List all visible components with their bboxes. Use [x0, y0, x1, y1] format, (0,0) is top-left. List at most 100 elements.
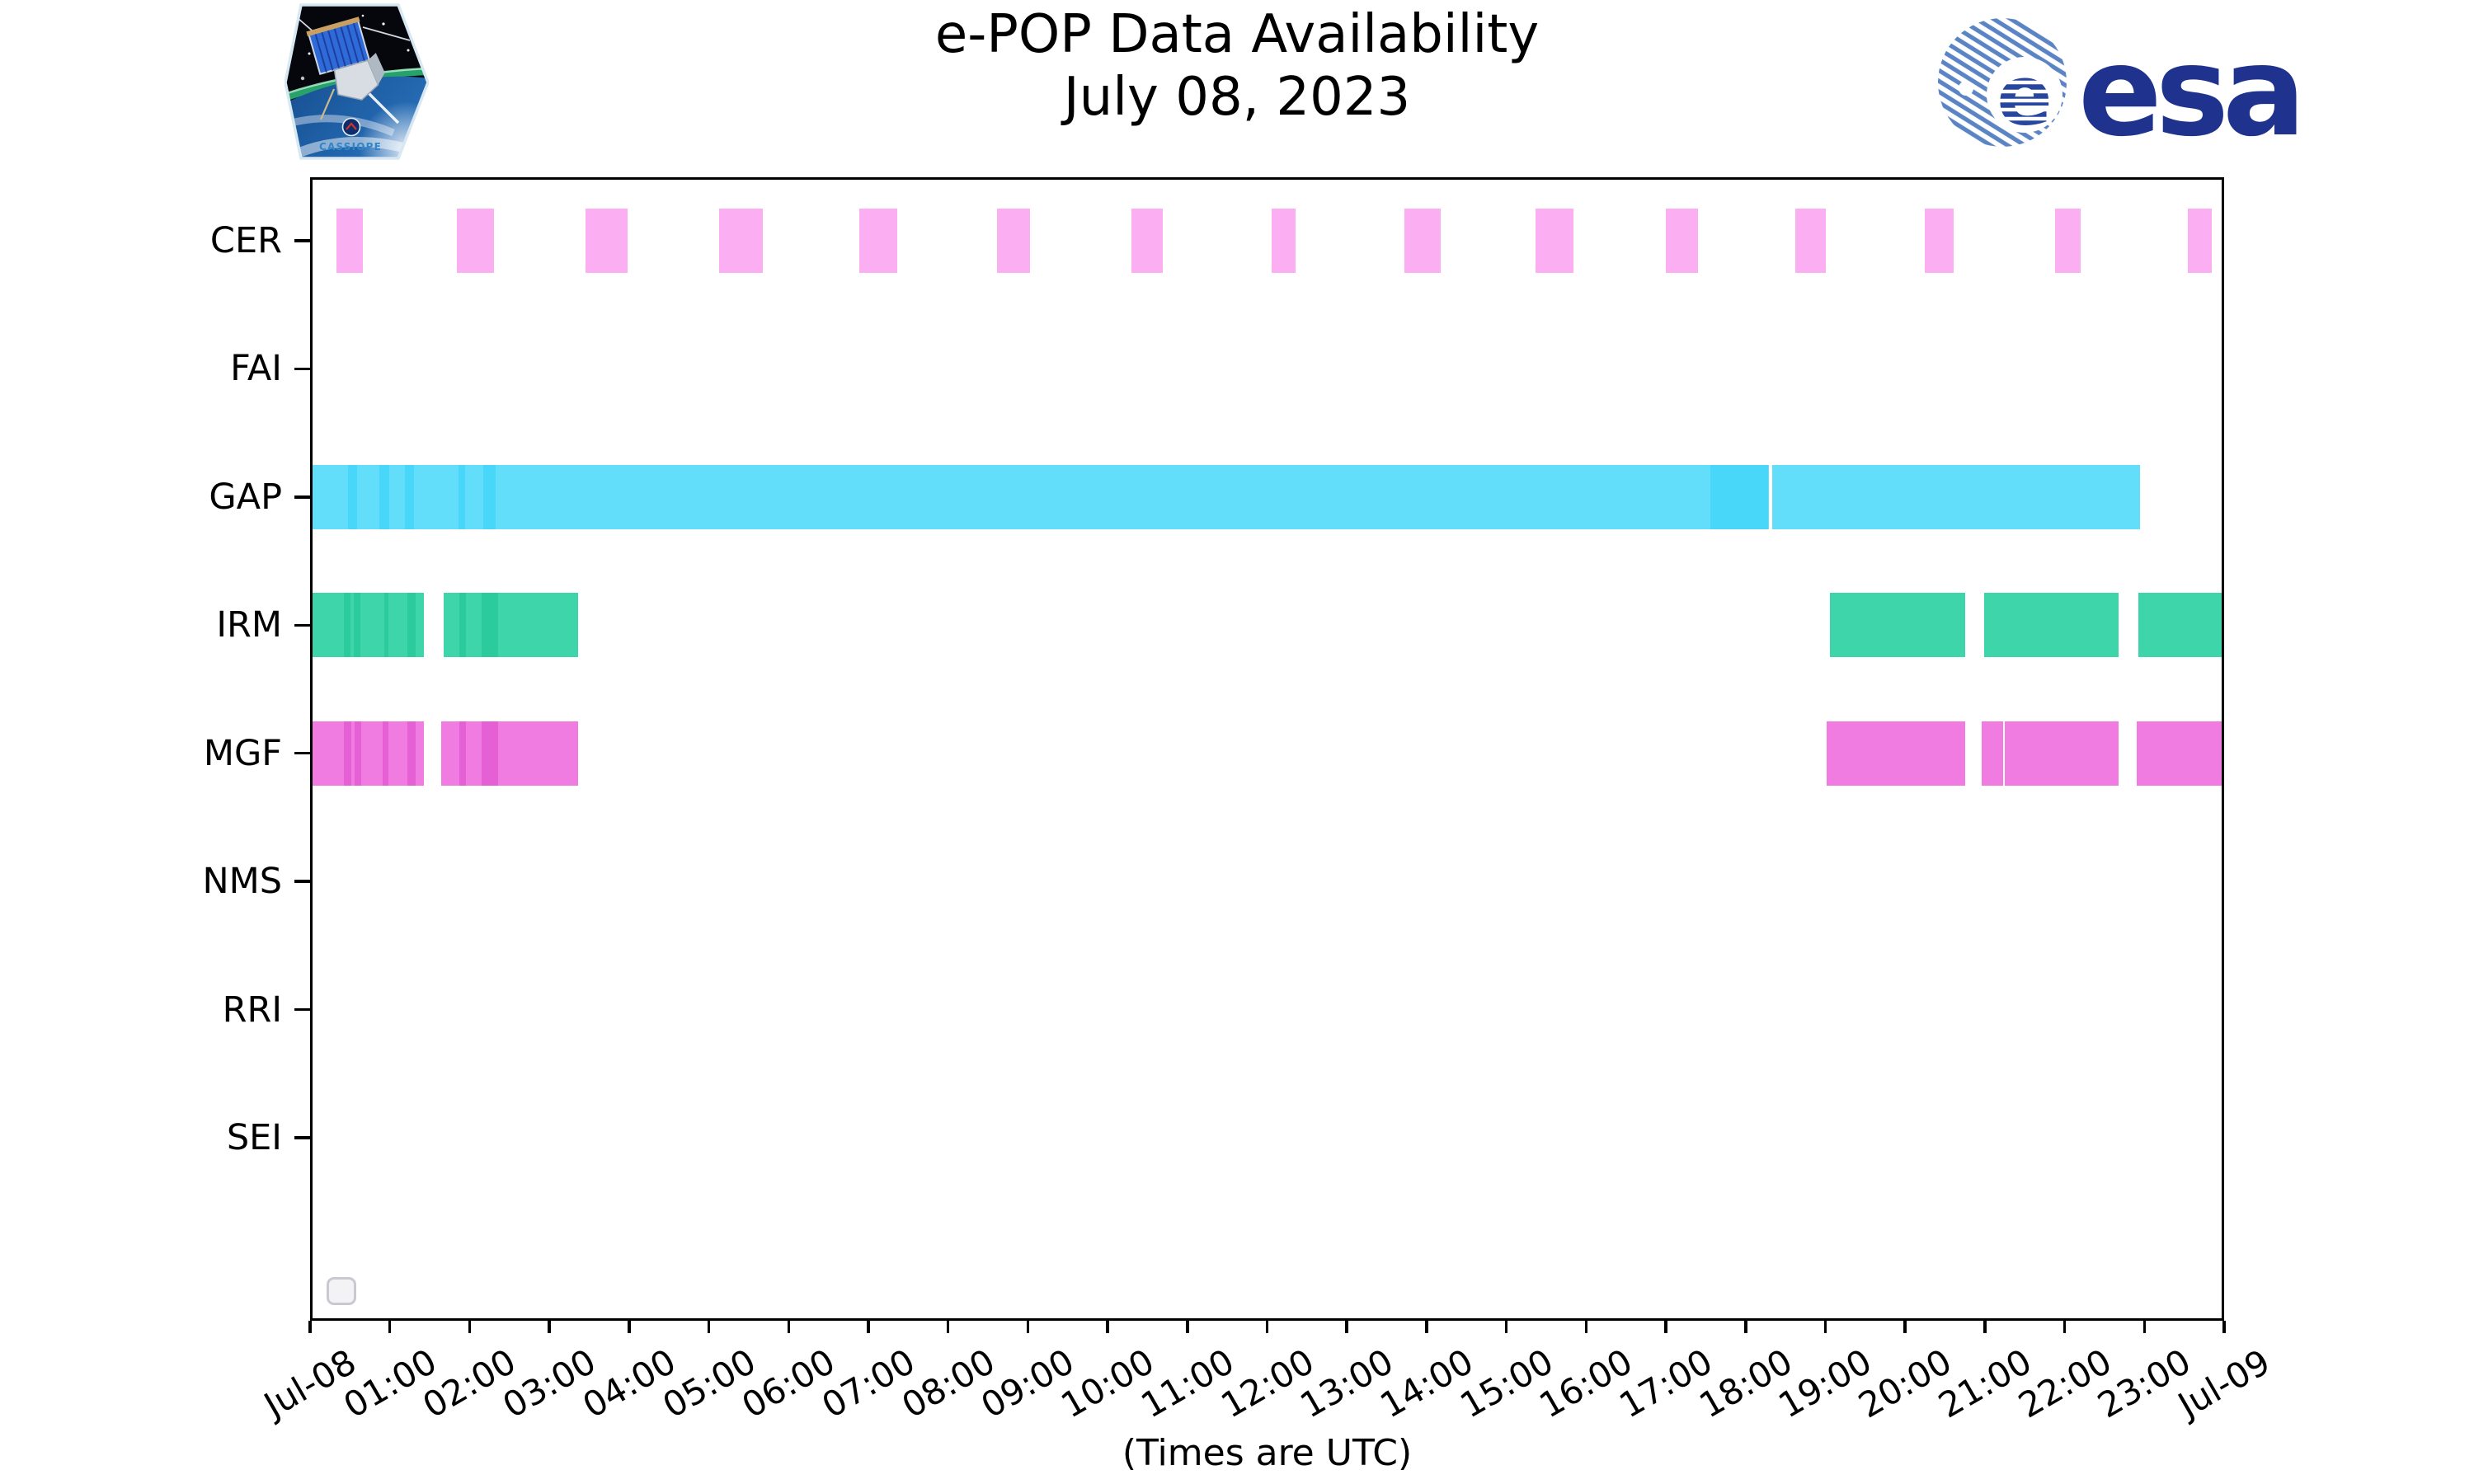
availability-bar-dark-band-mgf [355, 721, 361, 786]
availability-bar-cer [1404, 209, 1442, 273]
availability-bar-dark-band-irm [343, 593, 351, 658]
availability-bar-mgf [310, 721, 425, 786]
x-axis-tick [1345, 1321, 1348, 1333]
patch-border [285, 3, 429, 160]
availability-bar-dark-band-gap [348, 464, 358, 529]
x-axis-tick-label: 07:00 [815, 1341, 922, 1426]
esa-logo-ball: e [1938, 18, 2067, 147]
x-axis-tick [548, 1321, 551, 1333]
availability-bar-irm [443, 593, 578, 658]
y-axis-tick [294, 367, 310, 371]
x-axis-tick-label: 11:00 [1134, 1341, 1241, 1426]
availability-bar-dark-band-gap [458, 464, 465, 529]
availability-bar-dark-band-mgf [383, 721, 388, 786]
availability-bar-mgf [1827, 721, 1965, 786]
y-axis-label-fai: FAI [230, 348, 282, 390]
availability-bar-mgf [2005, 721, 2119, 786]
satellite [290, 12, 411, 124]
y-axis-label-gap: GAP [209, 476, 282, 518]
esa-ball-e-glyph: e [1997, 48, 2053, 144]
y-axis-tick [294, 623, 310, 627]
availability-bar-dark-band-gap [379, 464, 389, 529]
availability-bar-dark-band-irm [459, 593, 466, 658]
availability-bar-irm [2138, 593, 2224, 658]
y-axis-tick [294, 495, 310, 499]
x-axis-tick [1106, 1321, 1109, 1333]
x-axis-tick [388, 1321, 392, 1333]
availability-bar-dark-band-mgf [343, 721, 352, 786]
availability-bar-dark-band-irm [354, 593, 360, 658]
availability-bar-cer [336, 209, 363, 273]
x-axis-tick [2222, 1321, 2226, 1333]
x-axis-title: (Times are UTC) [1122, 1432, 1413, 1474]
y-axis-label-rri: RRI [222, 989, 282, 1031]
csa-roundel [341, 117, 361, 137]
chart-title-line2: July 08, 2023 [1063, 67, 1411, 128]
x-axis-tick [1186, 1321, 1189, 1333]
availability-bar-mgf [2136, 721, 2224, 786]
x-axis-tick [1903, 1321, 1907, 1333]
x-axis-tick [707, 1321, 711, 1333]
availability-bar-dark-band-mgf [481, 721, 499, 786]
y-axis-tick [294, 1007, 310, 1012]
y-axis-label-sei: SEI [226, 1117, 282, 1158]
availability-bar-irm [1983, 593, 2119, 658]
availability-bar-mgf [1982, 721, 2004, 786]
x-axis-tick [1823, 1321, 1827, 1333]
availability-bar-dark-band-irm [383, 593, 388, 658]
x-axis-tick [1425, 1321, 1428, 1333]
availability-bar-dark-band-gap [405, 464, 414, 529]
x-axis-tick [308, 1321, 312, 1333]
availability-bar-dark-band-mgf [407, 721, 416, 786]
x-axis-tick [1744, 1321, 1747, 1333]
availability-bar-cer [1794, 209, 1827, 273]
availability-bar-gap [310, 464, 1769, 529]
availability-bar-irm [310, 593, 425, 658]
availability-bar-cer [859, 209, 897, 273]
x-axis-tick [628, 1321, 631, 1333]
x-axis-tick [946, 1321, 950, 1333]
availability-bar-cer [1925, 209, 1954, 273]
y-axis-tick [294, 751, 310, 755]
availability-bar-dark-band-gap [482, 464, 496, 529]
y-axis-label-nms: NMS [202, 861, 282, 903]
availability-bar-dark-band-irm [407, 593, 416, 658]
x-axis-tick-label: Jul-08 [257, 1341, 363, 1426]
legend-box [327, 1277, 356, 1305]
x-axis-tick-label: 04:00 [576, 1341, 683, 1426]
availability-bar-cer [719, 209, 764, 273]
x-axis-tick-label: 14:00 [1373, 1341, 1480, 1426]
esa-wordmark: esa [2078, 21, 2306, 164]
x-axis-tick [787, 1321, 790, 1333]
chart-title: e-POP Data Availability July 08, 2023 [0, 3, 2474, 129]
availability-bar-cer [1272, 209, 1296, 273]
availability-bar-cer [456, 209, 495, 273]
cassiope-patch-text: CASSIOPE [319, 141, 382, 153]
x-axis-tick [1026, 1321, 1030, 1333]
y-axis-tick [294, 239, 310, 242]
x-axis-tick [1664, 1321, 1667, 1333]
availability-bar-cer [1666, 209, 1698, 273]
x-axis-tick [1265, 1321, 1269, 1333]
availability-bar-cer [2054, 209, 2081, 273]
availability-bar-cer [1131, 209, 1163, 273]
x-axis-tick [1504, 1321, 1508, 1333]
y-axis-tick [294, 1136, 310, 1139]
x-axis-tick [867, 1321, 870, 1333]
chart-title-line1: e-POP Data Availability [934, 4, 1540, 65]
x-axis-tick [2062, 1321, 2067, 1333]
cassiope-mission-patch-logo: CASSIOPE [285, 3, 429, 160]
x-axis-tick [2142, 1321, 2147, 1333]
x-axis-tick [1983, 1321, 1987, 1333]
x-axis-tick [1584, 1321, 1588, 1333]
availability-bar-irm [1830, 593, 1965, 658]
x-axis-tick [468, 1321, 472, 1333]
x-axis-tick-label: Jul-09 [2171, 1341, 2277, 1426]
availability-bar-dark-band-gap [1710, 464, 1768, 529]
x-axis-tick-label: 21:00 [1931, 1341, 2039, 1426]
y-axis-label-irm: IRM [216, 604, 282, 646]
availability-bar-dark-band-irm [481, 593, 499, 658]
availability-bar-cer [2187, 209, 2212, 273]
y-axis-label-mgf: MGF [203, 732, 282, 774]
availability-bar-cer [996, 209, 1031, 273]
